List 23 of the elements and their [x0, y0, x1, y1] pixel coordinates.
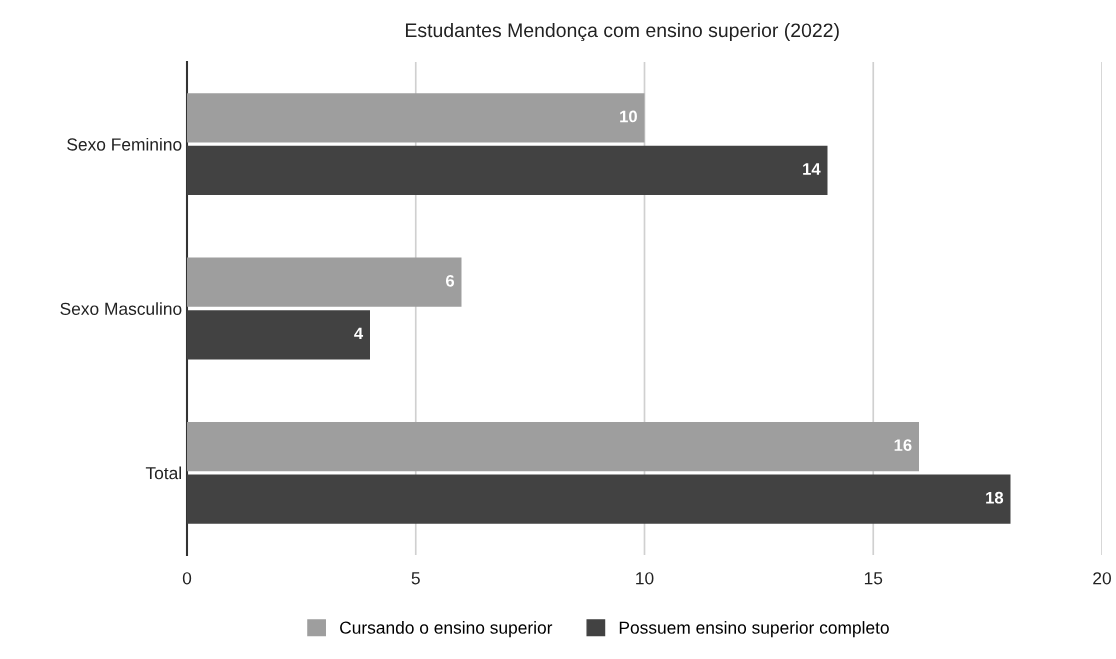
bar: [187, 93, 645, 143]
x-tick-label: 15: [864, 572, 883, 585]
chart-title: Estudantes Mendonça com ensino superior (2022): [406, 22, 839, 42]
legend-label: Cursando o ensino superior: [340, 621, 553, 638]
x-tick-label: 10: [636, 572, 654, 585]
bar: [187, 257, 462, 307]
data-label: 14: [803, 163, 821, 175]
data-label: 18: [986, 491, 1004, 504]
y-tick-label: Sexo Masculino: [60, 302, 182, 315]
bar: [187, 310, 370, 360]
data-label: 16: [894, 439, 912, 452]
y-tick-label: Total: [145, 466, 181, 480]
x-tick-label: 5: [411, 572, 420, 585]
bar: [187, 421, 919, 472]
data-label: 6: [445, 274, 455, 287]
x-tick-label: 20: [1093, 572, 1111, 585]
data-label: 4: [354, 327, 364, 340]
y-tick-label: Sexo Feminino: [67, 137, 182, 151]
legend-label: Possuem ensino superior completo: [619, 621, 889, 638]
bar: [187, 474, 1011, 524]
data-label: 10: [620, 110, 637, 123]
x-tick-label: 0: [182, 572, 192, 585]
bar: [187, 145, 828, 196]
